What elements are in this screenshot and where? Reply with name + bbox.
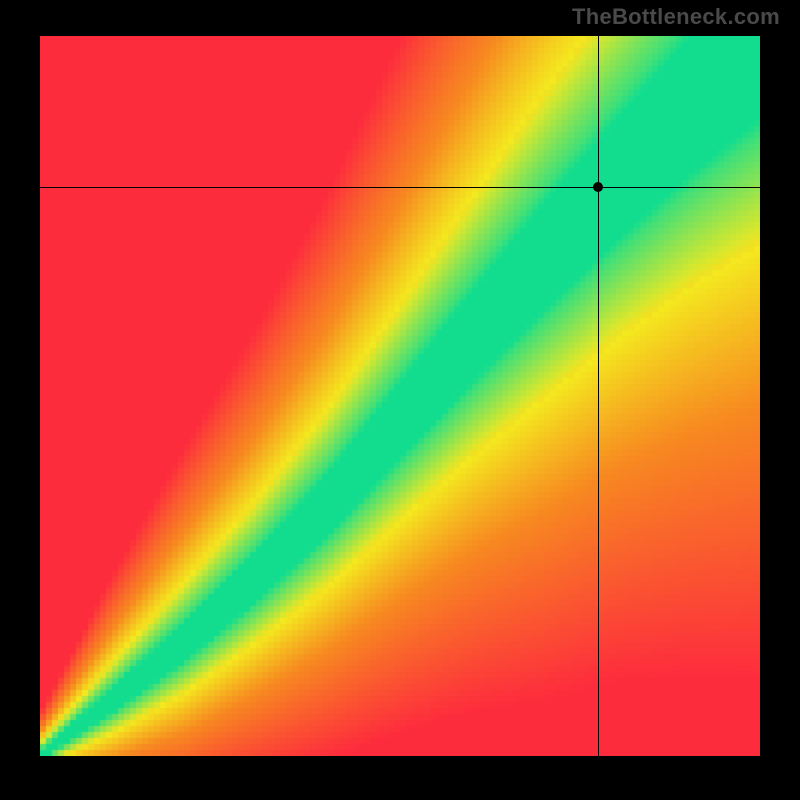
crosshair-marker xyxy=(593,182,603,192)
crosshair-vertical xyxy=(598,36,599,756)
crosshair-horizontal xyxy=(40,187,760,188)
page-root: TheBottleneck.com xyxy=(0,0,800,800)
heatmap-canvas xyxy=(40,36,760,756)
watermark-text: TheBottleneck.com xyxy=(572,4,780,30)
heatmap-plot xyxy=(40,36,760,756)
